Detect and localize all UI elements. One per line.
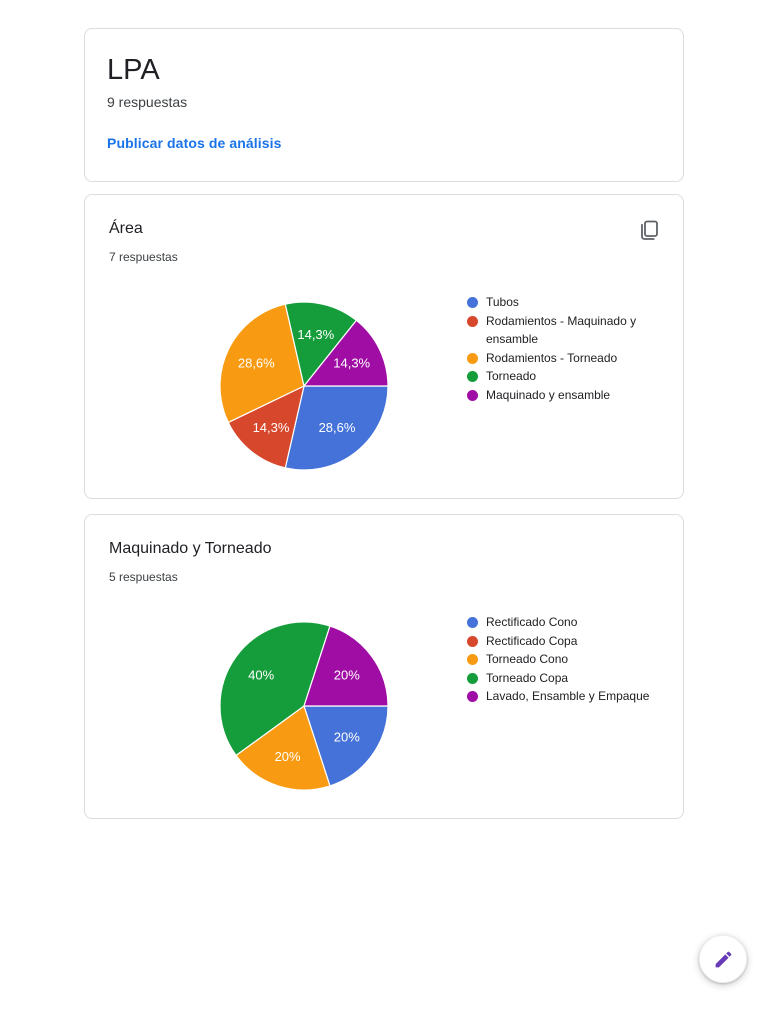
slice-percent-label: 40% xyxy=(248,667,274,682)
pie-slice xyxy=(227,385,305,469)
chart-response-count: 5 respuestas xyxy=(109,570,178,584)
legend-item: Maquinado y ensamble xyxy=(467,386,667,405)
chart-response-count: 7 respuestas xyxy=(109,250,178,264)
chart-legend: Tubos Rodamientos - Maquinado y ensamble R… xyxy=(467,291,667,404)
chart-card: Maquinado y Torneado 5 respuestas 20% 20%… xyxy=(84,514,684,819)
legend-item: Rodamientos - Maquinado y ensamble xyxy=(467,312,667,349)
legend-item: Tubos xyxy=(467,293,667,312)
slice-percent-label: 28,6% xyxy=(319,420,356,435)
form-title: LPA xyxy=(107,54,160,86)
slice-percent-label: 20% xyxy=(334,667,360,682)
legend-label: Torneado xyxy=(486,369,537,383)
pie-slice xyxy=(303,319,389,387)
pie-chart-svg: 28,6% 14,3% 28,6% 14,3% 14,3% xyxy=(219,301,389,471)
legend-color-dot xyxy=(467,297,478,308)
legend-label: Rectificado Copa xyxy=(486,633,578,648)
legend-color-dot xyxy=(467,389,478,401)
legend-label: Lavado, Ensamble y Empaque xyxy=(486,689,650,703)
legend-item: Torneado Copa xyxy=(467,669,667,688)
form-summary-card: LPA 9 respuestas Publicar datos de análi… xyxy=(84,28,684,182)
chart-area: 28,6% 14,3% 28,6% 14,3% 14,3% Tubos Rodamient… xyxy=(109,291,659,481)
pie-slice xyxy=(303,625,389,707)
legend-label: Maquinado y ensamble xyxy=(486,387,611,402)
legend-color-dot xyxy=(467,315,478,327)
pie-slice xyxy=(284,301,357,387)
legend-item: Lavado, Ensamble y Empaque xyxy=(467,687,667,706)
chart-area: 20% 20% 40% 20% Rectificado Cono Rectificado… xyxy=(109,611,659,801)
pie-slice xyxy=(219,621,331,756)
slice-percent-label: 14,3% xyxy=(333,356,370,371)
pie-slice xyxy=(303,705,389,787)
legend-label: Rodamientos - Maquinado y ensamble xyxy=(486,313,637,347)
pie-slice xyxy=(284,385,389,471)
legend-label: Tubos xyxy=(486,295,519,309)
slice-percent-label: 14,3% xyxy=(253,420,290,435)
legend-color-dot xyxy=(467,654,478,665)
slice-percent-label: 28,6% xyxy=(238,356,275,371)
legend-label: Torneado Cono xyxy=(486,652,569,666)
pie-slice xyxy=(219,303,305,424)
slice-percent-label: 20% xyxy=(334,730,360,745)
pie-chart: 20% 20% 40% 20% xyxy=(209,611,399,801)
legend-item: Rodamientos - Torneado xyxy=(467,349,667,368)
slice-percent-label: 14,3% xyxy=(297,327,334,342)
legend-label: Rodamientos - Torneado xyxy=(486,350,618,365)
publish-analytics-link[interactable]: Publicar datos de análisis xyxy=(107,135,282,151)
chart-title: Maquinado y Torneado xyxy=(109,540,272,557)
legend-item: Rectificado Copa xyxy=(467,632,667,651)
edit-form-fab[interactable] xyxy=(699,935,747,983)
chart-card: Área 7 respuestas 28,6% 14,3% 28,6% 14,3% 14… xyxy=(84,194,684,499)
legend-label: Rectificado Cono xyxy=(486,615,578,629)
pie-slice xyxy=(235,705,331,791)
edit-pencil-icon xyxy=(715,951,731,967)
copy-icon xyxy=(641,220,658,240)
legend-color-dot xyxy=(467,635,478,647)
copy-chart-button[interactable] xyxy=(635,217,663,245)
legend-label: Torneado Copa xyxy=(486,670,569,685)
legend-color-dot xyxy=(467,352,478,364)
chart-legend: Rectificado Cono Rectificado Copa Torneado… xyxy=(467,611,667,706)
legend-item: Torneado Cono xyxy=(467,650,667,669)
legend-color-dot xyxy=(467,691,478,702)
legend-color-dot xyxy=(467,672,478,684)
slice-percent-label: 20% xyxy=(275,749,301,764)
legend-item: Rectificado Cono xyxy=(467,613,667,632)
legend-color-dot xyxy=(467,371,478,382)
legend-color-dot xyxy=(467,617,478,628)
chart-title: Área xyxy=(109,220,143,237)
pie-chart-svg: 20% 20% 40% 20% xyxy=(219,621,389,791)
legend-item: Torneado xyxy=(467,367,667,386)
pie-chart: 28,6% 14,3% 28,6% 14,3% 14,3% xyxy=(209,291,399,481)
response-count: 9 respuestas xyxy=(107,94,188,110)
